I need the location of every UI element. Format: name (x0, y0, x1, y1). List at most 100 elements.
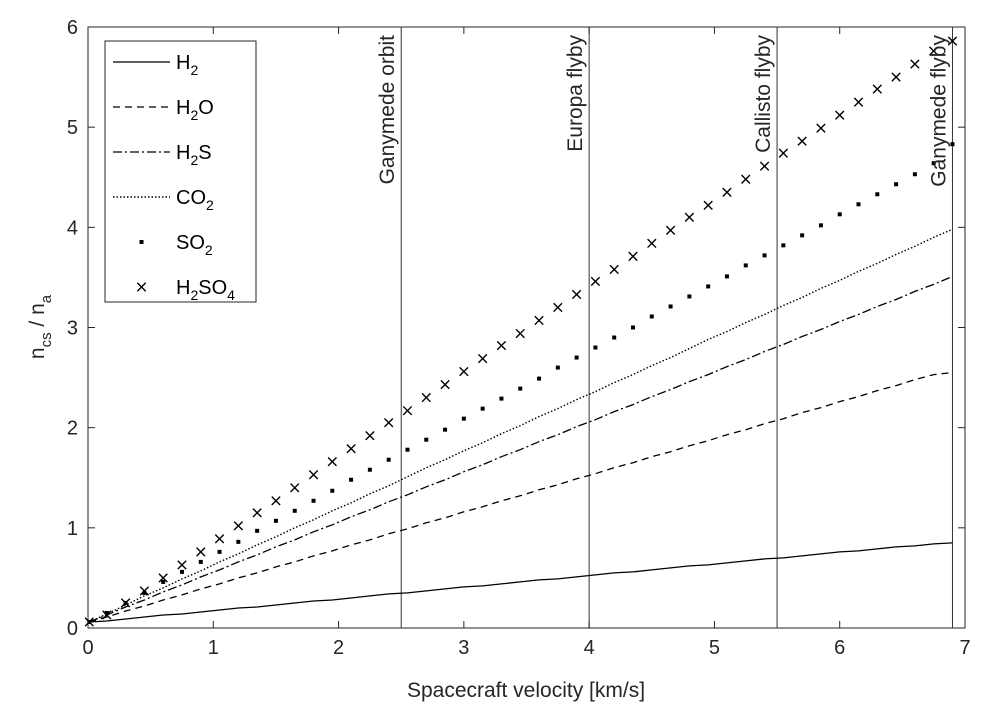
x-tick-label: 3 (458, 637, 469, 659)
point-so2 (630, 325, 635, 330)
point-so2 (198, 559, 203, 564)
x-tick-label: 2 (333, 637, 344, 659)
point-h2so4 (102, 610, 112, 620)
point-h2so4 (196, 547, 206, 557)
legend-base: H (176, 277, 190, 299)
annotation-label: Ganymede orbit (376, 35, 399, 185)
point-so2 (856, 202, 861, 207)
legend-box (104, 40, 257, 303)
y-tick-label: 3 (67, 318, 78, 340)
y-tick-label: 4 (67, 217, 78, 239)
point-h2so4 (553, 302, 563, 313)
y-tick-label: 1 (67, 518, 78, 540)
point-h2so4 (271, 496, 281, 506)
y-label-sep: / (26, 315, 49, 333)
point-so2 (104, 610, 109, 615)
legend-label-h2s: H2S (176, 142, 212, 168)
point-so2 (349, 477, 354, 482)
point-h2so4 (233, 521, 244, 531)
point-h2so4 (759, 161, 770, 171)
legend-base: H (176, 52, 190, 74)
point-so2 (386, 457, 391, 462)
point-h2so4 (534, 315, 544, 326)
point-so2 (687, 294, 692, 299)
x-tick-label: 1 (208, 637, 219, 659)
legend-rest: S (198, 142, 211, 164)
point-h2so4 (365, 430, 375, 441)
point-h2so4 (684, 212, 695, 223)
series-line-h2 (89, 542, 953, 623)
point-so2 (236, 539, 241, 544)
point-so2 (217, 549, 222, 554)
point-h2so4 (891, 72, 901, 82)
point-h2so4 (947, 36, 958, 46)
point-so2 (894, 182, 899, 187)
point-so2 (443, 427, 448, 432)
point-h2so4 (609, 264, 619, 275)
legend-sub2: 4 (227, 287, 235, 303)
point-h2so4 (590, 276, 601, 287)
point-so2 (781, 243, 786, 248)
point-h2so4 (84, 617, 94, 627)
point-h2so4 (214, 534, 225, 544)
point-so2 (518, 386, 523, 391)
point-h2so4 (421, 392, 431, 403)
point-h2so4 (120, 598, 131, 608)
annotation-label: Europa flyby (564, 35, 587, 152)
point-h2so4 (440, 379, 450, 390)
point-h2so4 (647, 238, 657, 249)
y-tick-label: 0 (67, 618, 78, 640)
x-tick-label: 5 (709, 637, 720, 659)
point-so2 (142, 590, 147, 595)
point-h2so4 (515, 328, 525, 339)
y-label-n1: n (26, 347, 49, 359)
y-label-sub1: cs (38, 332, 55, 347)
y-axis-label: ncs / na (26, 294, 55, 359)
point-h2so4 (383, 417, 394, 428)
y-label-n2: n (26, 303, 49, 315)
point-h2so4 (628, 251, 638, 262)
legend-label-h2so4: H2SO4 (176, 277, 235, 303)
point-so2 (800, 233, 805, 238)
point-h2so4 (477, 353, 488, 364)
legend-rest: O (198, 97, 214, 119)
point-so2 (875, 192, 880, 197)
x-tick-label: 6 (834, 637, 845, 659)
point-so2 (367, 467, 372, 472)
point-h2so4 (327, 457, 338, 467)
legend-base: H (176, 97, 190, 119)
legend-sample-so2 (139, 240, 144, 244)
point-h2so4 (835, 110, 845, 120)
point-h2so4 (308, 470, 319, 480)
point-so2 (818, 223, 823, 228)
point-so2 (273, 518, 278, 523)
point-h2so4 (778, 148, 789, 158)
point-h2so4 (346, 444, 356, 454)
point-so2 (405, 447, 410, 452)
point-so2 (330, 488, 335, 493)
point-so2 (762, 253, 767, 258)
x-axis-label: Spacecraft velocity [km/s] (407, 679, 645, 702)
legend-rest: SO (198, 277, 227, 299)
point-h2so4 (872, 84, 882, 94)
point-so2 (461, 416, 466, 421)
point-so2 (499, 396, 504, 401)
point-h2so4 (928, 46, 939, 56)
point-so2 (931, 161, 936, 166)
legend-sub: 2 (190, 62, 198, 78)
legend-sub: 2 (205, 242, 213, 258)
point-so2 (424, 437, 429, 442)
point-h2so4 (459, 366, 469, 377)
point-so2 (837, 212, 842, 217)
point-so2 (555, 365, 560, 370)
legend-base: H (176, 142, 190, 164)
point-so2 (724, 274, 729, 279)
point-so2 (706, 284, 711, 289)
point-so2 (311, 498, 316, 503)
legend-label-h2: H2 (176, 52, 198, 78)
point-h2so4 (910, 59, 920, 69)
point-h2so4 (252, 508, 262, 518)
annotation-labels: Ganymede orbit Europa flyby Callisto flyby… (376, 35, 950, 187)
